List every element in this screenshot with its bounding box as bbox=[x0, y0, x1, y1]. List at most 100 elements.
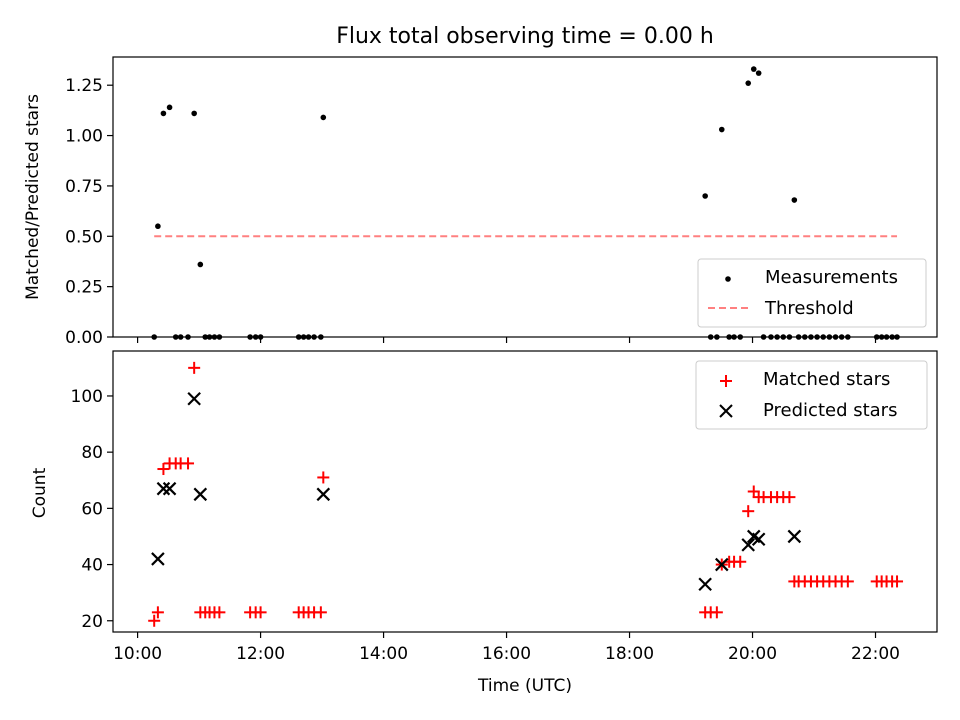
measurement-point bbox=[151, 334, 157, 340]
measurement-point bbox=[826, 334, 833, 340]
measurement-point bbox=[318, 334, 324, 340]
measurement-point bbox=[191, 110, 197, 117]
matched-star-point bbox=[841, 575, 854, 588]
measurement-point bbox=[894, 334, 900, 340]
legend-predicted-marker bbox=[719, 404, 733, 418]
top-y-tick-label: 0.00 bbox=[65, 328, 103, 348]
x-tick-label: 12:00 bbox=[236, 644, 285, 664]
measurement-point bbox=[166, 104, 173, 111]
matched-star-point bbox=[188, 361, 201, 374]
predicted-star-point bbox=[714, 557, 729, 572]
measurement-point bbox=[774, 334, 780, 340]
measurement-point bbox=[707, 334, 714, 340]
top-y-tick-label: 1.25 bbox=[65, 76, 103, 96]
measurement-point bbox=[295, 334, 302, 340]
top-legend: Measurements Threshold bbox=[697, 258, 927, 328]
predicted-star-point bbox=[698, 577, 712, 592]
measurement-point bbox=[718, 126, 725, 133]
bottom-y-axis-label: Count bbox=[30, 467, 50, 518]
x-tick-label: 16:00 bbox=[482, 644, 531, 664]
measurement-point bbox=[247, 334, 253, 340]
legend-matched-label: Matched stars bbox=[763, 369, 890, 390]
predicted-star-point bbox=[787, 529, 802, 544]
predicted-star-point bbox=[156, 481, 171, 496]
measurement-point bbox=[795, 334, 802, 340]
bottom-series-layer bbox=[148, 361, 904, 627]
measurement-point bbox=[155, 223, 161, 230]
matched-star-point bbox=[148, 614, 161, 627]
bottom-y-tick-label: 40 bbox=[81, 556, 103, 576]
top-y-axis-label: Matched/Predicted stars bbox=[23, 94, 43, 300]
bottom-y-tick-label: 60 bbox=[81, 499, 103, 519]
top-series-layer bbox=[151, 66, 900, 340]
measurement-point bbox=[808, 334, 814, 340]
x-tick-label: 22:00 bbox=[851, 644, 900, 664]
measurement-point bbox=[726, 334, 732, 340]
top-y-tick-label: 0.25 bbox=[65, 278, 103, 298]
matched-star-point bbox=[213, 606, 226, 619]
matched-star-point bbox=[742, 505, 755, 518]
measurement-point bbox=[755, 70, 762, 76]
x-axis-label: Time (UTC) bbox=[477, 676, 572, 696]
x-tick-label: 18:00 bbox=[605, 644, 654, 664]
measurement-point bbox=[737, 334, 744, 340]
matched-star-point bbox=[182, 457, 195, 470]
predicted-star-point bbox=[741, 538, 755, 552]
measurement-point bbox=[820, 334, 827, 340]
matched-star-point bbox=[254, 606, 267, 619]
top-y-ticks: 0.00 0.25 0.50 0.75 1.00 1.25 bbox=[65, 76, 113, 348]
measurement-point bbox=[845, 334, 851, 340]
matched-star-point bbox=[734, 555, 747, 568]
measurement-point bbox=[791, 197, 798, 203]
measurement-point bbox=[320, 114, 327, 121]
bottom-y-tick-label: 20 bbox=[81, 612, 103, 632]
matched-star-point bbox=[317, 471, 330, 484]
measurement-point bbox=[202, 334, 209, 340]
measurement-point bbox=[883, 334, 890, 340]
top-legend-box bbox=[697, 258, 927, 328]
measurement-point bbox=[889, 334, 895, 340]
bottom-y-tick-label: 100 bbox=[71, 387, 103, 407]
measurement-point bbox=[801, 334, 808, 340]
measurement-point bbox=[814, 334, 820, 340]
bottom-legend: Matched stars Predicted stars bbox=[695, 360, 928, 430]
bottom-y-ticks: 20 40 60 80 100 bbox=[71, 387, 113, 632]
measurement-point bbox=[745, 80, 752, 86]
top-y-tick-label: 0.75 bbox=[65, 177, 103, 197]
predicted-star-point bbox=[751, 532, 766, 547]
measurement-point bbox=[252, 334, 259, 340]
legend-measurements-label: Measurements bbox=[765, 267, 898, 288]
x-tick-label: 14:00 bbox=[359, 644, 408, 664]
measurement-point bbox=[702, 193, 708, 199]
measurement-point bbox=[305, 334, 312, 340]
predicted-star-point bbox=[162, 481, 177, 496]
measurement-point bbox=[300, 334, 307, 340]
measurement-point bbox=[197, 261, 204, 268]
bottom-x-ticks: 10:00 12:00 14:00 16:00 18:00 20:00 22:00 bbox=[113, 632, 900, 664]
x-tick-label: 10:00 bbox=[113, 644, 162, 664]
legend-threshold-label: Threshold bbox=[764, 298, 854, 319]
predicted-star-point bbox=[193, 487, 208, 502]
matched-star-point bbox=[891, 575, 904, 588]
measurement-point bbox=[832, 334, 839, 340]
bottom-legend-box bbox=[695, 360, 928, 430]
measurement-point bbox=[211, 334, 218, 340]
legend-predicted-label: Predicted stars bbox=[763, 400, 897, 421]
measurement-point bbox=[714, 334, 720, 340]
measurement-point bbox=[177, 334, 184, 340]
top-axes-frame bbox=[112, 56, 938, 338]
matched-star-point bbox=[710, 606, 723, 619]
top-y-tick-label: 1.00 bbox=[65, 127, 103, 147]
predicted-star-point bbox=[316, 487, 331, 502]
matched-star-point bbox=[157, 463, 170, 476]
predicted-star-point bbox=[151, 552, 165, 566]
matched-star-point bbox=[151, 606, 164, 619]
predicted-star-point bbox=[187, 391, 201, 406]
measurement-point bbox=[731, 334, 737, 340]
legend-matched-marker bbox=[720, 375, 732, 387]
x-tick-label: 20:00 bbox=[728, 644, 777, 664]
measurement-point bbox=[760, 334, 767, 340]
measurement-point bbox=[206, 334, 213, 340]
bottom-y-tick-label: 80 bbox=[81, 443, 103, 463]
measurement-point bbox=[185, 334, 191, 340]
